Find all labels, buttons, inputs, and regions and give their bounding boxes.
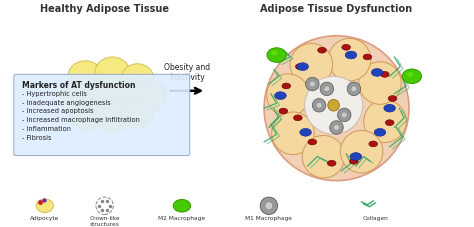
Text: Obesity and
inactivity: Obesity and inactivity bbox=[164, 62, 210, 82]
Ellipse shape bbox=[95, 58, 130, 89]
Text: Markers of AT dysfunction: Markers of AT dysfunction bbox=[21, 81, 135, 90]
Circle shape bbox=[272, 113, 314, 155]
Ellipse shape bbox=[371, 69, 383, 77]
Text: M2 Macrophage: M2 Macrophage bbox=[158, 215, 206, 220]
Ellipse shape bbox=[136, 82, 166, 111]
Circle shape bbox=[305, 77, 363, 135]
Ellipse shape bbox=[384, 105, 395, 113]
Ellipse shape bbox=[350, 153, 362, 161]
Ellipse shape bbox=[363, 55, 372, 61]
Circle shape bbox=[312, 99, 326, 113]
Ellipse shape bbox=[297, 64, 309, 71]
Ellipse shape bbox=[349, 159, 358, 165]
Ellipse shape bbox=[345, 52, 357, 60]
Ellipse shape bbox=[342, 45, 350, 51]
Circle shape bbox=[337, 109, 351, 122]
Ellipse shape bbox=[328, 161, 336, 166]
Circle shape bbox=[340, 131, 383, 173]
Circle shape bbox=[320, 83, 334, 96]
Circle shape bbox=[310, 82, 315, 88]
Ellipse shape bbox=[110, 82, 145, 113]
Ellipse shape bbox=[406, 72, 414, 78]
Ellipse shape bbox=[274, 92, 286, 100]
Ellipse shape bbox=[282, 84, 291, 89]
Circle shape bbox=[290, 44, 333, 86]
Ellipse shape bbox=[374, 129, 386, 137]
Ellipse shape bbox=[293, 115, 302, 121]
Ellipse shape bbox=[121, 64, 154, 95]
Circle shape bbox=[334, 125, 339, 131]
Ellipse shape bbox=[68, 62, 103, 92]
Ellipse shape bbox=[271, 51, 279, 57]
FancyBboxPatch shape bbox=[14, 75, 190, 156]
Ellipse shape bbox=[300, 129, 311, 137]
Text: M1 Macrophage: M1 Macrophage bbox=[246, 215, 292, 220]
Ellipse shape bbox=[120, 100, 153, 129]
Circle shape bbox=[324, 86, 330, 92]
Circle shape bbox=[306, 78, 319, 91]
Text: Collagen: Collagen bbox=[362, 215, 388, 220]
Circle shape bbox=[341, 113, 347, 118]
Ellipse shape bbox=[369, 141, 378, 147]
Text: - Hypertrophic cells
- Inadequate angiogenesis
- Increased apoptosis
- Increased: - Hypertrophic cells - Inadequate angiog… bbox=[21, 90, 139, 140]
Ellipse shape bbox=[388, 96, 397, 102]
Ellipse shape bbox=[82, 82, 119, 114]
Ellipse shape bbox=[279, 109, 288, 114]
Ellipse shape bbox=[59, 82, 92, 111]
Ellipse shape bbox=[381, 72, 389, 78]
Ellipse shape bbox=[308, 139, 317, 145]
Text: Crown-like
structures: Crown-like structures bbox=[89, 215, 120, 226]
Ellipse shape bbox=[402, 70, 421, 84]
Ellipse shape bbox=[385, 120, 394, 126]
Circle shape bbox=[265, 202, 273, 210]
Ellipse shape bbox=[318, 48, 327, 54]
Text: Adipocyte: Adipocyte bbox=[30, 215, 59, 220]
Text: Adipose Tissue Dysfunction: Adipose Tissue Dysfunction bbox=[260, 4, 412, 14]
Circle shape bbox=[359, 62, 401, 105]
Circle shape bbox=[264, 37, 409, 181]
Ellipse shape bbox=[295, 64, 304, 70]
Circle shape bbox=[302, 136, 345, 178]
Circle shape bbox=[328, 100, 339, 112]
Circle shape bbox=[351, 86, 357, 92]
Text: Healthy Adipose Tissue: Healthy Adipose Tissue bbox=[40, 4, 169, 14]
Ellipse shape bbox=[173, 200, 191, 212]
Ellipse shape bbox=[267, 49, 286, 63]
Ellipse shape bbox=[95, 102, 130, 133]
Circle shape bbox=[330, 121, 343, 135]
Circle shape bbox=[260, 197, 278, 215]
Circle shape bbox=[347, 83, 361, 96]
Ellipse shape bbox=[71, 101, 104, 130]
Circle shape bbox=[267, 75, 309, 117]
Ellipse shape bbox=[36, 199, 54, 212]
Circle shape bbox=[328, 39, 371, 81]
Circle shape bbox=[364, 101, 406, 143]
Circle shape bbox=[316, 103, 322, 109]
